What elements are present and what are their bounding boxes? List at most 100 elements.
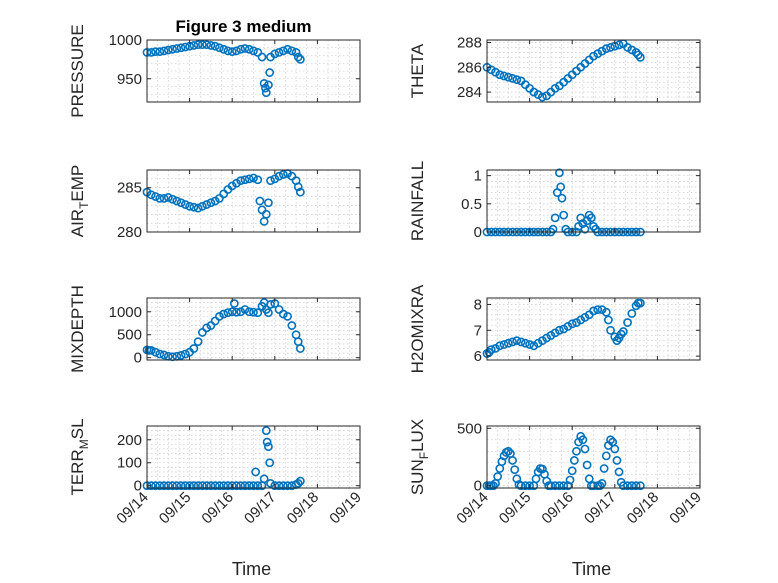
data-point — [283, 44, 292, 54]
axes-frame — [146, 169, 361, 233]
data-point — [550, 83, 560, 93]
y-tick-label: 0 — [134, 350, 142, 367]
data-point — [635, 481, 645, 491]
data-point — [503, 446, 513, 456]
data-point — [193, 481, 203, 491]
data-point — [567, 319, 577, 329]
data-point — [555, 481, 564, 491]
data-point — [614, 467, 624, 477]
data-point — [503, 338, 513, 348]
data-point — [193, 40, 203, 50]
data-point — [264, 80, 273, 90]
data-point — [151, 192, 160, 201]
data-point — [278, 309, 288, 319]
series-h2omixra — [482, 298, 645, 358]
data-point — [264, 308, 273, 318]
data-point — [236, 176, 246, 186]
data-point — [197, 481, 207, 491]
data-point — [244, 481, 254, 491]
y-tick-label: 8 — [474, 296, 482, 313]
y-axis-label: MIXDEPTH — [68, 285, 87, 373]
data-point — [486, 345, 496, 355]
data-point — [259, 474, 269, 484]
data-point — [293, 479, 303, 488]
data-point — [601, 451, 611, 461]
data-point — [278, 46, 288, 56]
data-point — [529, 87, 539, 97]
data-point — [578, 435, 588, 445]
data-point — [274, 171, 284, 181]
data-point — [525, 340, 534, 349]
y-axis-label: AIRTEMP — [68, 165, 91, 238]
data-point — [537, 92, 547, 102]
y-tick-label: 284 — [457, 84, 482, 101]
data-point — [172, 196, 182, 206]
data-point — [495, 70, 505, 80]
data-point — [236, 307, 246, 317]
y-tick-label: 6 — [474, 348, 482, 365]
data-point — [550, 213, 560, 223]
data-point — [495, 341, 505, 351]
data-point — [249, 481, 258, 491]
data-point — [589, 481, 598, 491]
data-point — [197, 201, 207, 211]
data-point — [516, 337, 526, 347]
data-point — [255, 196, 265, 206]
data-point — [172, 481, 182, 491]
data-point — [249, 173, 258, 183]
data-point — [291, 48, 301, 57]
data-point — [627, 481, 637, 491]
data-point — [244, 44, 254, 54]
data-point — [244, 307, 254, 317]
data-point — [265, 68, 275, 77]
data-point — [202, 200, 212, 209]
data-point — [601, 307, 611, 317]
y-tick-label: 1000 — [109, 32, 142, 49]
data-point — [270, 481, 280, 491]
gridlines — [486, 298, 701, 360]
data-point — [155, 193, 165, 203]
data-point — [610, 444, 620, 454]
data-point — [499, 71, 509, 81]
data-point — [512, 75, 522, 85]
data-point — [565, 475, 575, 485]
y-tick-label: 288 — [457, 34, 482, 51]
data-point — [631, 48, 641, 57]
axes-frame — [146, 297, 361, 361]
data-point — [295, 187, 305, 197]
data-point — [557, 193, 567, 203]
data-point — [176, 43, 186, 53]
data-point — [593, 305, 603, 315]
data-point — [189, 41, 199, 50]
data-point — [627, 45, 637, 55]
data-point — [206, 41, 216, 50]
data-point — [189, 481, 199, 491]
y-tick-label: 0 — [474, 478, 482, 495]
data-point — [589, 51, 598, 61]
data-point — [155, 47, 165, 57]
data-point — [508, 456, 517, 465]
data-point — [548, 224, 558, 234]
data-point — [227, 307, 237, 317]
data-point — [555, 168, 564, 178]
data-point — [572, 446, 581, 456]
data-point — [264, 442, 273, 452]
data-point — [559, 481, 569, 491]
data-point — [606, 435, 615, 445]
data-point — [219, 44, 229, 54]
data-point — [567, 466, 577, 476]
data-point — [261, 209, 271, 219]
data-point — [163, 193, 173, 202]
data-point — [589, 306, 598, 316]
subplot-mixdepth: 0 500 1000 MIXDEPTH — [68, 285, 361, 373]
y-tick-label: 7 — [474, 322, 482, 339]
data-point — [223, 308, 233, 318]
data-point — [582, 460, 592, 470]
axes-frame — [486, 39, 701, 103]
data-point — [510, 465, 520, 475]
data-point — [550, 481, 560, 491]
data-point — [623, 318, 632, 327]
data-point — [159, 193, 169, 203]
axes-frame — [486, 169, 701, 233]
data-point — [176, 351, 186, 360]
